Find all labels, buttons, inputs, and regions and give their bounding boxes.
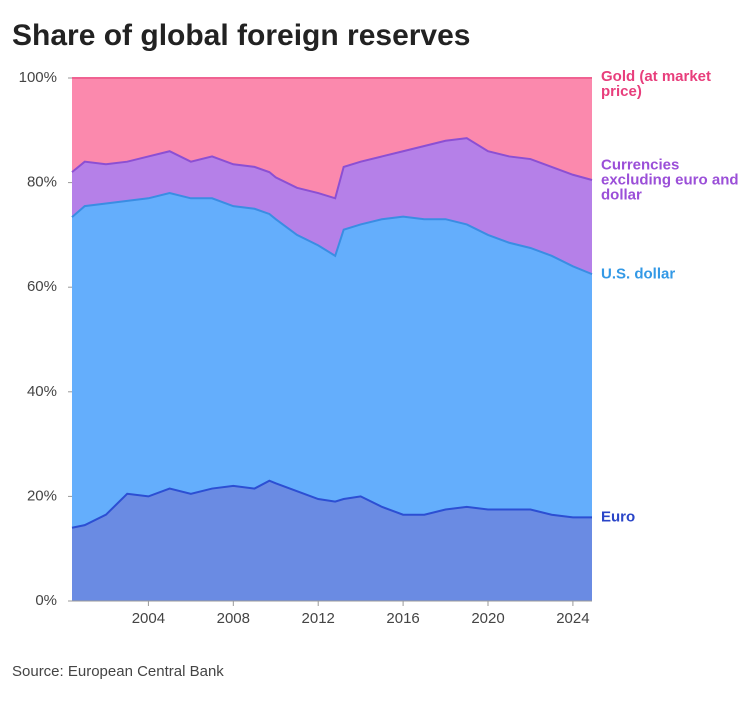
legend-label: Gold (at market price) (601, 68, 712, 100)
area (72, 138, 592, 275)
y-tick-label: 60% (27, 278, 57, 295)
x-tick-label: 2004 (132, 610, 165, 627)
area (72, 78, 592, 199)
x-tick-label: 2016 (386, 610, 419, 627)
y-tick-label: 100% (19, 69, 57, 86)
area-edge (71, 192, 593, 276)
legend-label: Currencies excluding euro and dollar (601, 156, 739, 204)
source: Source: European Central Bank (12, 663, 224, 680)
chart-title: Share of global foreign reserves (12, 19, 470, 52)
area-edge (71, 137, 593, 200)
y-tick-label: 0% (35, 592, 57, 609)
y-tick-label: 20% (27, 487, 57, 504)
area-edge (71, 479, 592, 529)
legend-label: Euro (601, 508, 636, 526)
x-tick-label: 2024 (556, 610, 589, 627)
y-tick-label: 80% (27, 174, 57, 191)
x-tick-label: 2012 (302, 610, 335, 627)
y-tick-label: 40% (27, 383, 57, 400)
area (72, 480, 592, 601)
x-tick-label: 2020 (471, 610, 504, 627)
area (72, 193, 592, 528)
legend-label: U.S. dollar (601, 265, 676, 283)
x-tick-label: 2008 (217, 610, 250, 627)
